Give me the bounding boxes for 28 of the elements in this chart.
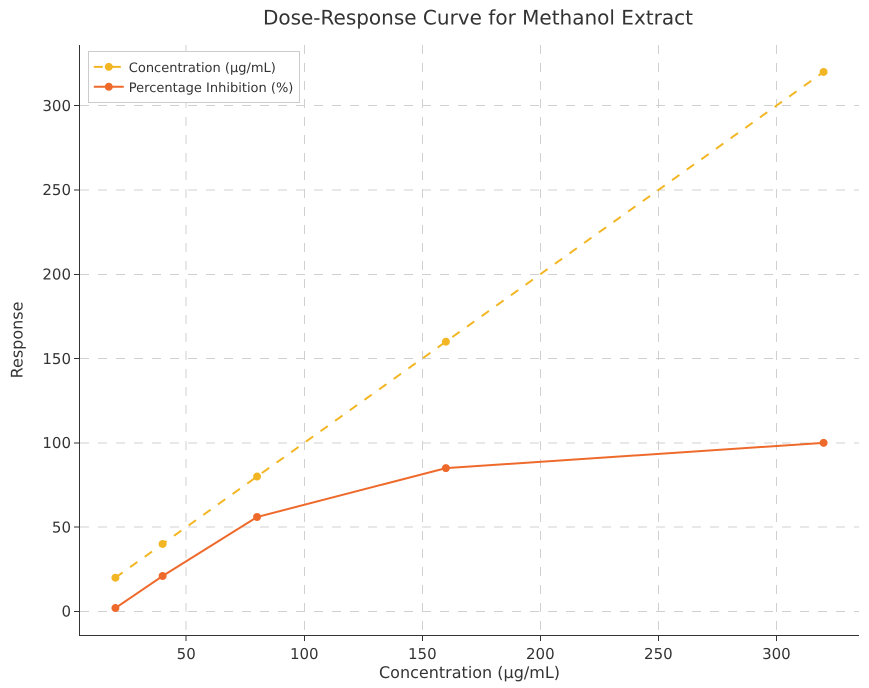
x-tick-label: 100	[290, 645, 319, 663]
point	[158, 572, 167, 580]
point	[253, 513, 262, 521]
legend-label: Percentage Inhibition (%)	[128, 80, 294, 96]
point	[820, 68, 828, 76]
y-tick-label: 50	[52, 518, 71, 536]
point	[253, 472, 262, 481]
x-tick-label: 250	[644, 645, 673, 663]
chart-title: Dose-Response Curve for Methanol Extract	[262, 5, 694, 30]
point	[111, 604, 120, 612]
legend-label: Concentration (µg/mL)	[128, 60, 276, 76]
point	[111, 574, 120, 582]
point	[820, 438, 828, 447]
x-axis-title: Concentration (µg/mL)	[379, 663, 560, 682]
x-tick-label: 50	[176, 645, 196, 663]
x-tick-label: 200	[526, 645, 555, 663]
y-tick-label: 200	[42, 266, 71, 284]
y-tick-label: 250	[42, 181, 71, 200]
x-tick-label: 300	[762, 645, 791, 663]
y-axis-title: Response	[7, 302, 26, 378]
x-tick-label: 150	[408, 645, 437, 663]
y-tick-label: 0	[61, 602, 71, 621]
y-tick-label: 100	[42, 434, 71, 452]
point	[442, 464, 450, 472]
y-tick-label: 300	[42, 96, 71, 115]
point	[442, 338, 450, 346]
y-tick-label: 150	[42, 350, 71, 368]
point	[158, 540, 167, 548]
